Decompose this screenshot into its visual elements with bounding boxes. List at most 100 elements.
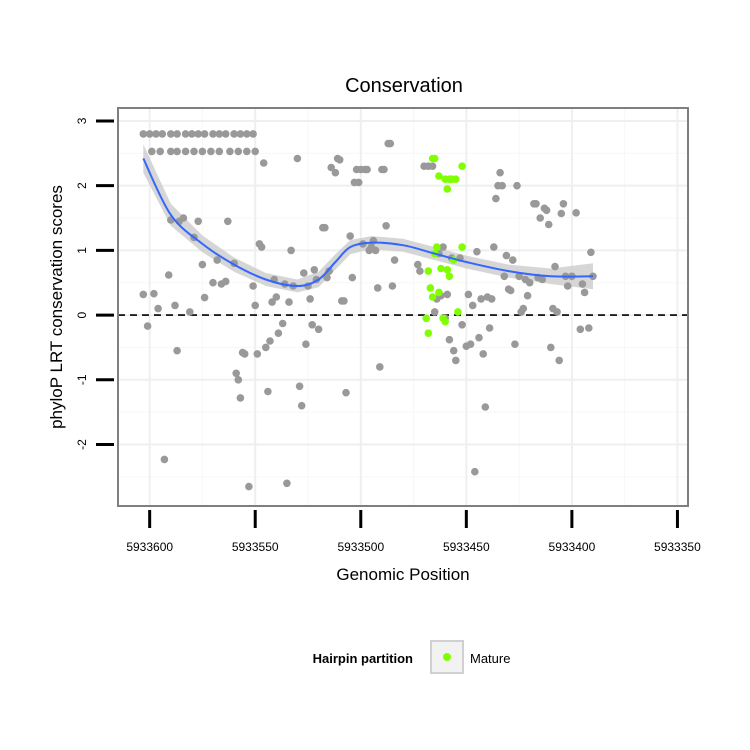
other-point [139,290,148,299]
other-point [167,130,175,138]
other-point [523,291,532,300]
other-point [502,251,511,260]
other-point [236,130,245,138]
other-point [230,130,238,138]
other-point [213,256,221,264]
other-point [557,209,566,218]
other-point [224,217,232,226]
other-point [188,130,196,138]
mature-point [426,284,435,292]
other-point [251,147,259,156]
other-point [475,333,483,342]
legend-mature-marker [443,653,451,661]
other-point [148,147,156,156]
other-point [243,130,251,138]
other-point [209,130,217,138]
other-point [490,243,498,251]
other-point [226,147,234,156]
mature-point [428,293,437,301]
other-point [390,256,399,264]
legend: Hairpin partition Mature [313,640,510,674]
y-tick-label: 0 [75,311,89,318]
other-point [150,289,158,298]
other-point [297,401,306,410]
y-tick-label: 2 [75,182,89,189]
other-point [335,156,344,164]
x-tick-label: 5933350 [654,540,701,554]
other-point [382,222,390,230]
other-point [190,147,198,156]
other-point [293,154,302,163]
other-point [215,130,224,138]
other-point [145,130,154,138]
other-point [513,181,521,190]
other-point [249,130,257,138]
mature-point [443,185,452,193]
legend-title: Hairpin partition [313,651,413,666]
other-point [278,319,287,328]
other-point [171,301,179,310]
other-point [354,178,363,187]
other-point [416,267,424,275]
other-point [340,297,348,305]
other-point [154,304,162,313]
other-point [173,346,181,355]
other-point [243,147,251,156]
other-point [158,130,167,138]
other-point [466,340,475,349]
other-point [479,350,488,358]
other-point [485,324,494,332]
other-point [538,275,547,284]
mature-point [458,162,466,170]
other-point [156,147,164,156]
mature-point [433,243,441,251]
other-point [519,304,528,313]
other-point [253,350,262,358]
other-point [198,260,207,269]
other-point [198,147,207,156]
other-point [578,280,587,288]
x-tick-label: 5933550 [232,540,279,554]
mature-point [424,329,433,338]
other-point [232,369,240,378]
other-point [428,162,437,170]
other-point [200,293,209,302]
other-point [308,321,317,329]
mature-point [445,272,454,281]
other-point [321,223,329,232]
other-point [259,159,268,167]
panel-background [118,108,688,506]
other-point [209,278,217,287]
other-point [563,282,572,290]
mature-point [435,288,443,297]
y-tick-label: 3 [75,117,89,124]
other-point [164,271,173,279]
confidence-band [143,144,594,293]
x-axis: 5933600 5933550 5933500 5933450 5933400 59333… [126,510,701,554]
other-point [200,130,209,138]
other-point [551,262,559,271]
x-tick-label: 5933450 [443,540,490,554]
other-point [287,246,295,255]
other-point [272,293,281,301]
other-point [572,209,580,217]
other-point [266,337,274,345]
other-point [536,214,544,222]
other-point [363,165,371,174]
other-point [245,482,253,491]
other-point [471,467,479,476]
other-point [443,290,452,299]
mature-point [424,267,433,275]
other-point [173,130,181,138]
other-point [186,308,194,316]
other-point [481,403,490,411]
other-point [262,343,270,352]
mature-point [422,314,431,323]
mature-point [441,317,450,326]
other-point [234,376,243,384]
other-point [458,321,466,329]
other-point [559,200,568,208]
other-point [268,298,276,306]
other-point [325,267,333,275]
other-point [376,363,384,371]
